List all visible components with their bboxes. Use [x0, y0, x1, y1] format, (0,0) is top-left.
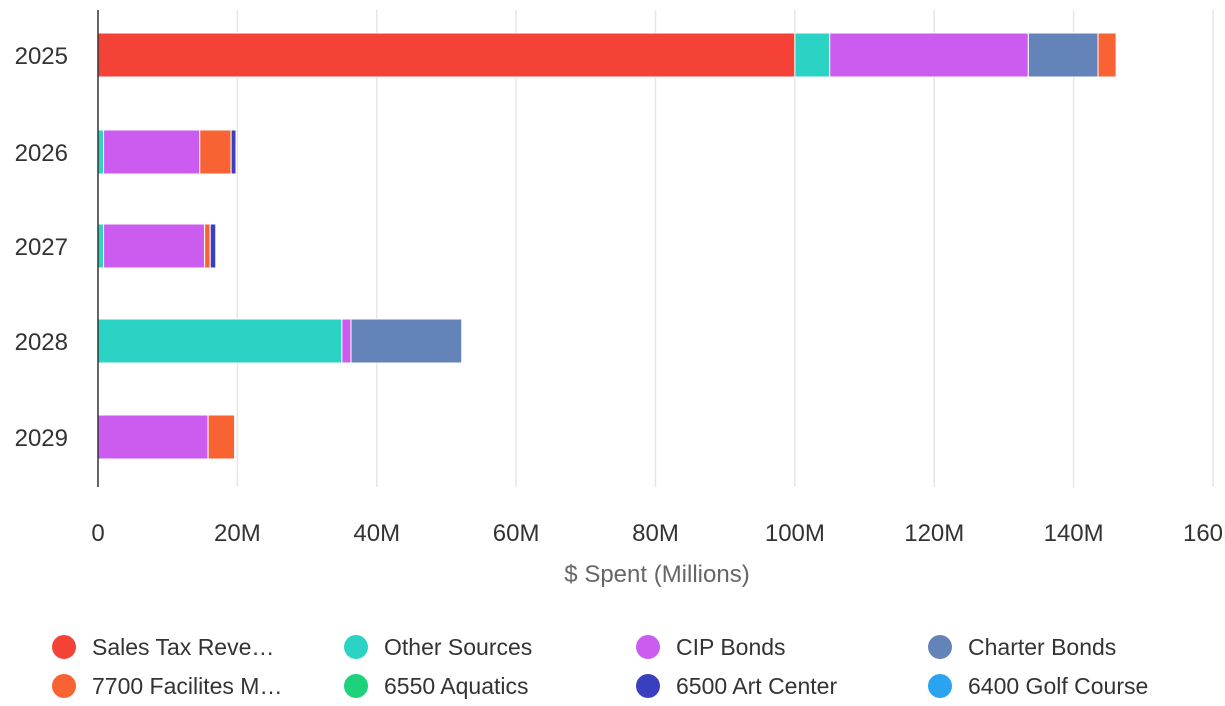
bar-2025-series-2[interactable] — [829, 32, 1029, 78]
legend-label: Sales Tax Reve… — [92, 633, 275, 660]
legend-swatch — [636, 635, 660, 659]
y-tick-label: 2027 — [15, 234, 68, 261]
bar-2026-series-4[interactable] — [199, 129, 232, 175]
legend-item[interactable]: 6400 Golf Course — [928, 666, 1148, 706]
bar-2029-series-2[interactable] — [97, 414, 209, 460]
x-tick-label: 20M — [214, 520, 261, 547]
bars — [97, 32, 1117, 460]
x-axis-title: $ Spent (Millions) — [564, 561, 749, 588]
legend-item[interactable]: Sales Tax Reve… — [52, 627, 274, 667]
x-tick-label: 120M — [904, 520, 964, 547]
legend-label: 6550 Aquatics — [384, 672, 529, 699]
x-tick-label: 0 — [91, 520, 104, 547]
legend-swatch — [344, 635, 368, 659]
legend-label: CIP Bonds — [676, 633, 786, 660]
legend-item[interactable]: Other Sources — [344, 627, 532, 667]
bar-2028-series-1[interactable] — [97, 318, 343, 364]
legend-swatch — [52, 635, 76, 659]
x-tick-label: 80M — [632, 520, 679, 547]
legend-item[interactable]: 6550 Aquatics — [344, 666, 529, 706]
bar-2026-series-2[interactable] — [103, 129, 201, 175]
bar-2025-series-0[interactable] — [97, 32, 796, 78]
legend-label: Other Sources — [384, 633, 533, 660]
chart: 2025 2026 2027 2028 2029 0 20M 40M 60M 80M 100M 12… — [15, 10, 1225, 588]
x-tick-label: 60M — [493, 520, 540, 547]
legend-item[interactable]: 6500 Art Center — [636, 666, 837, 706]
x-tick-label: 160M — [1183, 520, 1225, 547]
legend-label: 6400 Golf Course — [968, 672, 1149, 699]
bar-2026-series-6[interactable] — [230, 129, 237, 175]
y-tick-label: 2029 — [15, 425, 68, 452]
legend-label: 7700 Facilites M… — [92, 672, 283, 699]
bar-2026-series-1[interactable] — [97, 129, 105, 175]
bar-2025-series-4[interactable] — [1097, 32, 1117, 78]
y-tick-label: 2028 — [15, 329, 68, 356]
y-axis-labels: 2025 2026 2027 2028 2029 — [15, 43, 68, 452]
grid — [236, 10, 1214, 487]
bar-2025-series-1[interactable] — [794, 32, 831, 78]
x-tick-label: 40M — [353, 520, 400, 547]
bar-2027-series-4[interactable] — [204, 223, 211, 269]
bar-2027-series-2[interactable] — [103, 223, 206, 269]
bar-2029-series-4[interactable] — [207, 414, 236, 460]
bar-2027-series-6[interactable] — [209, 223, 217, 269]
bar-2027-series-1[interactable] — [97, 223, 105, 269]
x-axis-labels: 0 20M 40M 60M 80M 100M 120M 140M 160M — [91, 520, 1225, 547]
legend-item[interactable]: CIP Bonds — [636, 627, 786, 667]
legend: Sales Tax Reve… Other Sources CIP Bonds Cha… — [0, 625, 1225, 706]
x-tick-label: 100M — [765, 520, 825, 547]
bar-2028-series-2[interactable] — [341, 318, 352, 364]
legend-swatch — [928, 635, 952, 659]
legend-item[interactable]: 7700 Facilites M… — [52, 666, 282, 706]
bar-2025-series-3[interactable] — [1027, 32, 1099, 78]
legend-label: 6500 Art Center — [676, 672, 838, 699]
legend-swatch — [928, 674, 952, 698]
legend-label: Charter Bonds — [968, 633, 1117, 660]
legend-swatch — [344, 674, 368, 698]
y-tick-label: 2025 — [15, 43, 68, 70]
x-tick-label: 140M — [1044, 520, 1104, 547]
legend-swatch — [52, 674, 76, 698]
y-tick-label: 2026 — [15, 140, 68, 167]
legend-item[interactable]: Charter Bonds — [928, 627, 1116, 667]
legend-swatch — [636, 674, 660, 698]
bar-2028-series-3[interactable] — [350, 318, 463, 364]
